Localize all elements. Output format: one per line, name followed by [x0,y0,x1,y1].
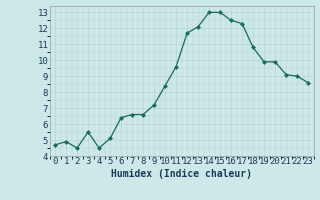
X-axis label: Humidex (Indice chaleur): Humidex (Indice chaleur) [111,169,252,179]
